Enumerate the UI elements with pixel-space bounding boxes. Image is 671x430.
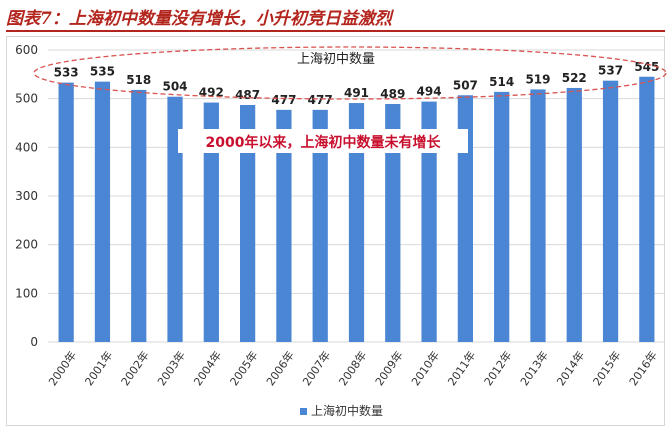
- data-label: 491: [344, 86, 369, 100]
- legend: 上海初中数量: [300, 402, 383, 420]
- data-labels: 533 535 518 504 492 487 477 477 491 489 494 507 514 5…: [54, 60, 660, 107]
- data-label: 533: [54, 66, 79, 80]
- inside-series-label: 上海初中数量: [297, 52, 375, 67]
- bar: [494, 91, 510, 342]
- y-tick-label: 500: [15, 92, 38, 106]
- bar: [348, 103, 365, 343]
- x-tick-label: 2014年: [553, 348, 587, 388]
- data-label: 477: [308, 93, 333, 107]
- bar: [239, 104, 256, 342]
- bar: [131, 89, 147, 342]
- x-tick-label: 2013年: [517, 348, 551, 388]
- bar: [530, 89, 546, 342]
- data-label: 487: [235, 88, 260, 102]
- bar: [203, 102, 219, 342]
- bar: [566, 87, 582, 343]
- chart-frame: [6, 36, 665, 426]
- data-label: 514: [489, 75, 514, 89]
- x-tick-label: 2005年: [227, 348, 261, 388]
- data-label: 519: [525, 72, 550, 86]
- highlight-ellipse: [33, 46, 667, 100]
- bar: [94, 81, 111, 342]
- data-label: 537: [598, 64, 623, 78]
- x-tick-label: 2016年: [626, 348, 660, 388]
- x-tick-label: 2000年: [45, 348, 79, 388]
- bar: [639, 76, 655, 343]
- data-label: 492: [199, 86, 224, 100]
- bar: [457, 95, 474, 342]
- x-tick-label: 2015年: [590, 348, 624, 388]
- data-label: 504: [162, 80, 187, 94]
- data-label: 518: [126, 73, 151, 87]
- figure-title: 图表7：上海初中数量没有增长，小升初竞日益激烈: [6, 9, 392, 29]
- bar: [58, 82, 74, 343]
- x-axis-ticks: 2000年 2001年 2002年 2003年 2004年 2005年 2006年 2007年…: [45, 348, 660, 388]
- x-tick-label: 2010年: [408, 348, 442, 388]
- bars: [58, 76, 655, 343]
- x-tick-label: 2003年: [154, 348, 188, 388]
- x-tick-label: 2002年: [118, 348, 152, 388]
- data-label: 507: [453, 78, 478, 92]
- data-label: 522: [562, 71, 587, 85]
- legend-label: 上海初中数量: [311, 404, 384, 418]
- y-tick-label: 600: [15, 43, 38, 57]
- x-tick-label: 2006年: [263, 348, 297, 388]
- annotation-bg: [178, 129, 468, 153]
- bar: [421, 101, 437, 342]
- figure-header: 图表7：上海初中数量没有增长，小升初竞日益激烈: [6, 4, 665, 32]
- bar: [312, 109, 328, 342]
- data-label: 494: [417, 85, 442, 99]
- data-label: 535: [90, 65, 115, 79]
- bar: [167, 96, 183, 342]
- y-axis-ticks: 0 100 200 300 400 500 600: [15, 43, 38, 349]
- x-tick-label: 2011年: [445, 348, 479, 388]
- annotation-text: 2000年以来，上海初中数量未有增长: [206, 134, 442, 151]
- x-tick-label: 2009年: [372, 348, 406, 388]
- bar: [385, 104, 401, 343]
- y-tick-label: 300: [15, 189, 38, 203]
- x-tick-label: 2008年: [336, 348, 370, 388]
- legend-swatch: [300, 408, 307, 415]
- x-tick-label: 2004年: [190, 348, 224, 388]
- x-tick-label: 2012年: [481, 348, 515, 388]
- bar: [602, 80, 619, 342]
- x-tick-label: 2007年: [299, 348, 333, 388]
- y-tick-label: 100: [15, 286, 38, 300]
- data-label: 489: [380, 87, 405, 101]
- y-tick-label: 0: [30, 335, 38, 349]
- chart-overlay: 上海初中数量 2000年以来，上海初中数量未有增长: [33, 46, 667, 153]
- x-tick-label: 2001年: [82, 348, 116, 388]
- y-tick-label: 400: [15, 140, 38, 154]
- bar: [276, 109, 292, 342]
- y-tick-label: 200: [15, 238, 38, 252]
- data-label: 477: [271, 93, 296, 107]
